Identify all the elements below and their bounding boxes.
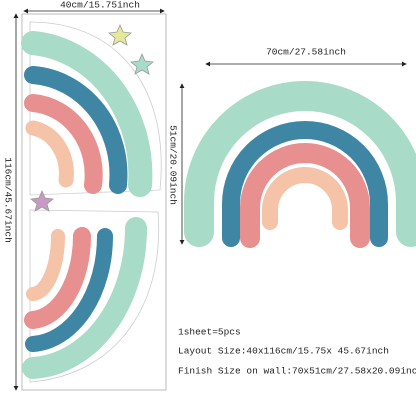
sheet-width: 40cm/15.75inch (60, 0, 140, 11)
rainbow-half-bottom (22, 217, 148, 379)
star (108, 23, 132, 46)
star (130, 52, 154, 75)
cut-line (29, 209, 160, 383)
rainbow (184, 81, 416, 248)
rainbow-height: 51cm/20.09inch (167, 125, 178, 205)
sheet-height: 116cm/45.67inch (2, 157, 13, 243)
layout-size: Layout Size:40x116cm/15.75x 45.67inch (178, 346, 389, 357)
rainbow-width: 70cm/27.58inch (266, 47, 346, 58)
finish-size: Finish Size on wall:70x51cm/27.58x20.09i… (178, 366, 416, 377)
star (30, 189, 54, 212)
rainbow-half-top (21, 31, 153, 197)
cut-line (29, 21, 162, 196)
pieces: 1sheet=5pcs (178, 327, 241, 338)
